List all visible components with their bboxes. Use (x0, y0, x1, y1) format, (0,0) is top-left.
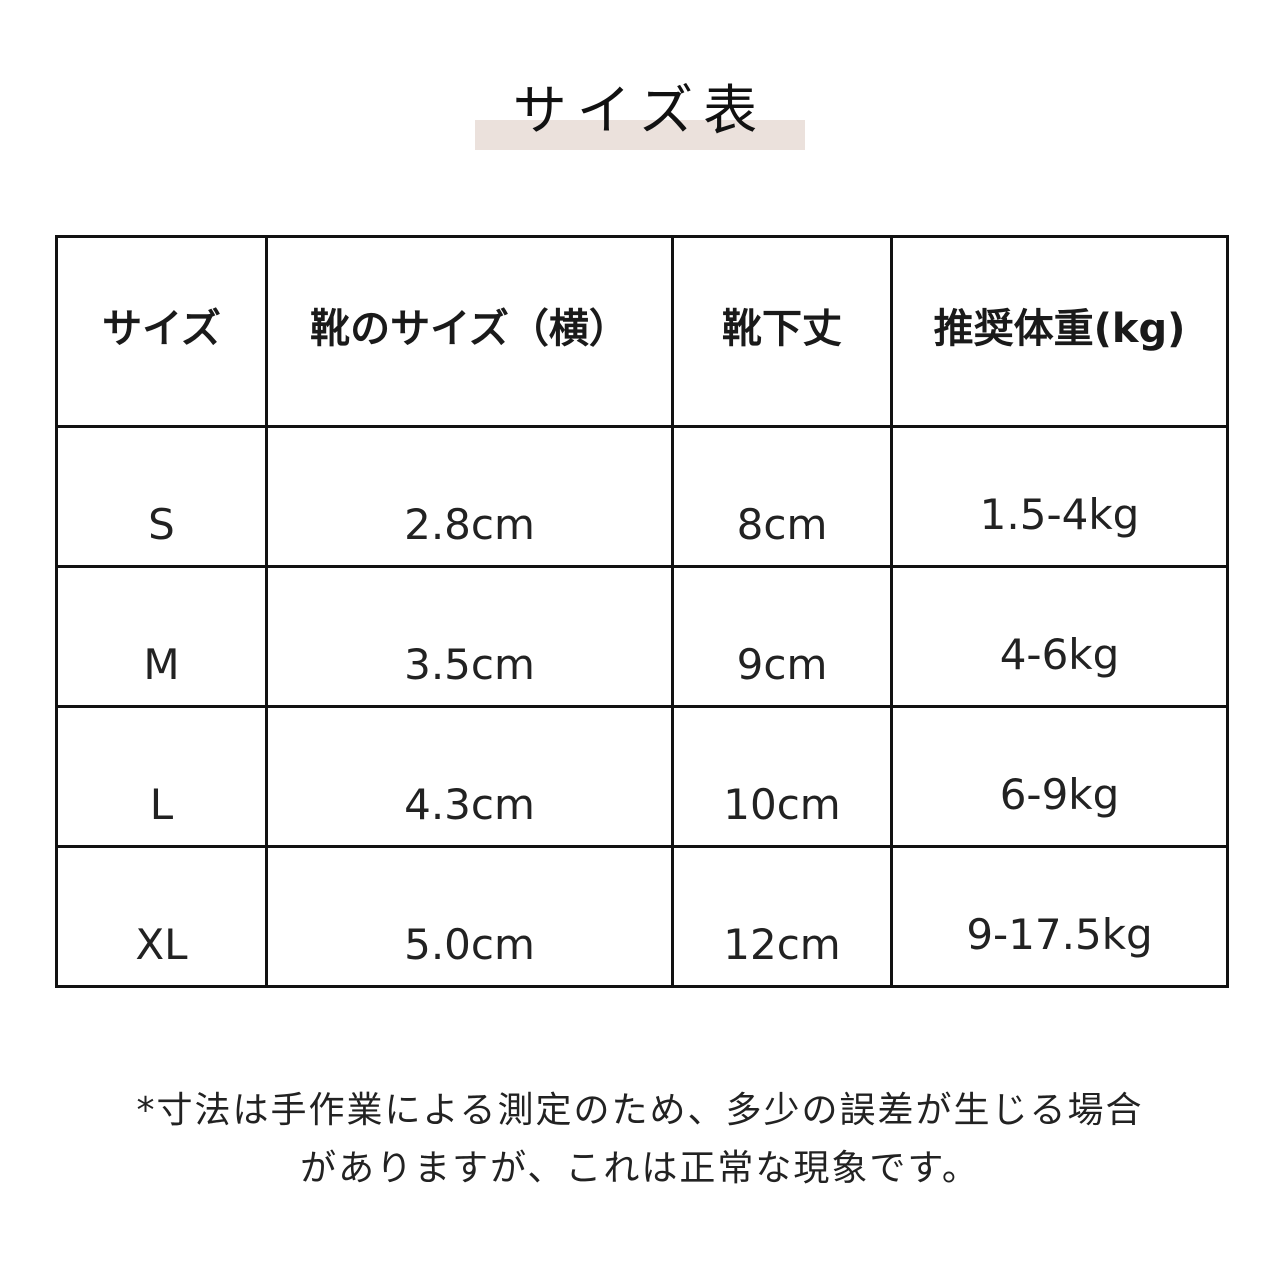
cell-text: 8cm (736, 500, 828, 549)
cell-shoe-width: 3.5cm (265, 565, 674, 708)
cell-text: 9cm (736, 640, 828, 689)
cell-text: 5.0cm (404, 920, 535, 969)
cell-text: S (148, 500, 175, 549)
cell-sock-length: 9cm (671, 565, 893, 708)
size-table: サイズ 靴のサイズ（横） 靴下丈 推奨体重(kg) S 2.8cm 8cm 1.5-4… (55, 235, 1229, 988)
title-underline (475, 120, 805, 150)
cell-text: 9-17.5kg (966, 910, 1153, 959)
footnote-line-1: *寸法は手作業による測定のため、多少の誤差が生じる場合 (136, 1090, 1144, 1131)
cell-weight: 6-9kg (890, 705, 1229, 848)
cell-weight: 9-17.5kg (890, 845, 1229, 988)
table-row: M 3.5cm 9cm 4-6kg (55, 565, 1229, 708)
cell-text: M (143, 640, 180, 689)
cell-text: 6-9kg (999, 770, 1120, 819)
table-header-row: サイズ 靴のサイズ（横） 靴下丈 推奨体重(kg) (55, 235, 1229, 428)
cell-weight: 4-6kg (890, 565, 1229, 708)
cell-shoe-width: 2.8cm (265, 425, 674, 568)
cell-weight: 1.5-4kg (890, 425, 1229, 568)
cell-sock-length: 10cm (671, 705, 893, 848)
header-shoe-width: 靴のサイズ（横） (265, 235, 674, 428)
cell-text: 4-6kg (999, 630, 1120, 679)
cell-size: S (55, 425, 268, 568)
cell-text: XL (135, 920, 188, 969)
page-title: サイズ表 (512, 79, 768, 142)
cell-text: L (149, 780, 174, 829)
header-weight: 推奨体重(kg) (890, 235, 1229, 428)
header-size: サイズ (55, 235, 268, 428)
table-row: XL 5.0cm 12cm 9-17.5kg (55, 845, 1229, 988)
table-row: L 4.3cm 10cm 6-9kg (55, 705, 1229, 848)
table-row: S 2.8cm 8cm 1.5-4kg (55, 425, 1229, 568)
cell-size: L (55, 705, 268, 848)
cell-sock-length: 12cm (671, 845, 893, 988)
cell-shoe-width: 5.0cm (265, 845, 674, 988)
cell-text: 4.3cm (404, 780, 535, 829)
cell-text: 12cm (723, 920, 841, 969)
cell-size: M (55, 565, 268, 708)
cell-size: XL (55, 845, 268, 988)
cell-shoe-width: 4.3cm (265, 705, 674, 848)
header-sock-length: 靴下丈 (671, 235, 893, 428)
cell-text: 1.5-4kg (979, 490, 1140, 539)
cell-text: 3.5cm (404, 640, 535, 689)
footnote-line-2: がありますが、これは正常な現象です。 (300, 1148, 980, 1189)
cell-text: 10cm (723, 780, 841, 829)
footnote: *寸法は手作業による測定のため、多少の誤差が生じる場合 がありますが、これは正常… (0, 1082, 1280, 1198)
cell-sock-length: 8cm (671, 425, 893, 568)
cell-text: 2.8cm (404, 500, 535, 549)
